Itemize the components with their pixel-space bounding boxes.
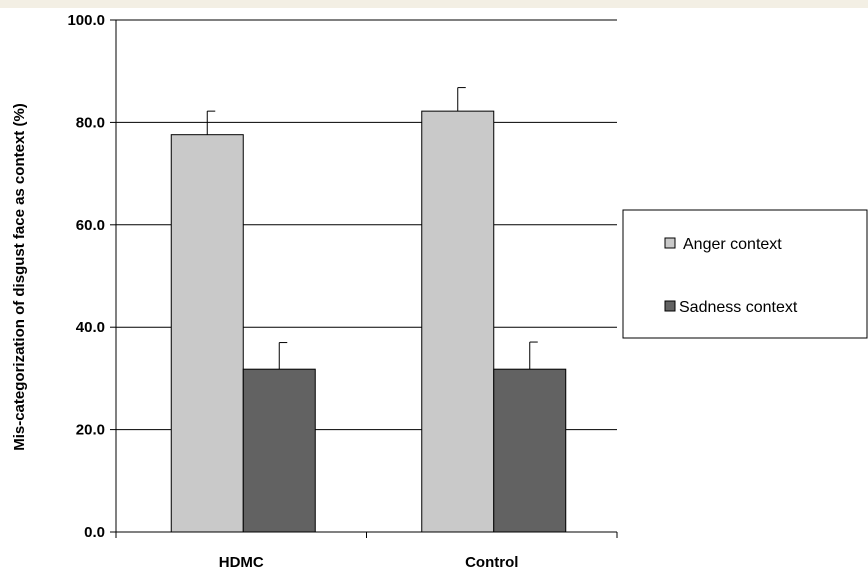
y-tick-labels: 0.0 20.0 40.0 60.0 80.0 100.0	[67, 12, 105, 541]
top-band	[0, 0, 868, 8]
y-axis-title: Mis-categorization of disgust face as co…	[11, 103, 28, 451]
y-tick-label: 20.0	[76, 422, 105, 439]
bar-sadness-context	[493, 368, 567, 533]
y-tick-label: 100.0	[67, 12, 105, 29]
legend-label: Sadness context	[679, 299, 798, 316]
bars	[170, 110, 567, 533]
bar-sadness-context	[242, 368, 316, 533]
legend: Anger context Sadness context	[622, 209, 868, 339]
axes	[110, 19, 618, 538]
y-tick-label: 40.0	[76, 319, 105, 336]
y-tick-label: 0.0	[84, 524, 105, 541]
bar-anger-context	[170, 134, 244, 533]
x-category-labels: HDMC Control	[219, 554, 519, 571]
bar-anger-context	[421, 110, 495, 533]
legend-swatch	[664, 300, 676, 312]
legend-swatch	[664, 237, 676, 249]
legend-label: Anger context	[683, 236, 782, 253]
y-tick-label: 80.0	[76, 114, 105, 131]
y-tick-label: 60.0	[76, 217, 105, 234]
x-category-label: Control	[465, 554, 518, 571]
error-bars	[206, 87, 538, 370]
legend-box	[622, 209, 868, 339]
x-category-label: HDMC	[219, 554, 264, 571]
